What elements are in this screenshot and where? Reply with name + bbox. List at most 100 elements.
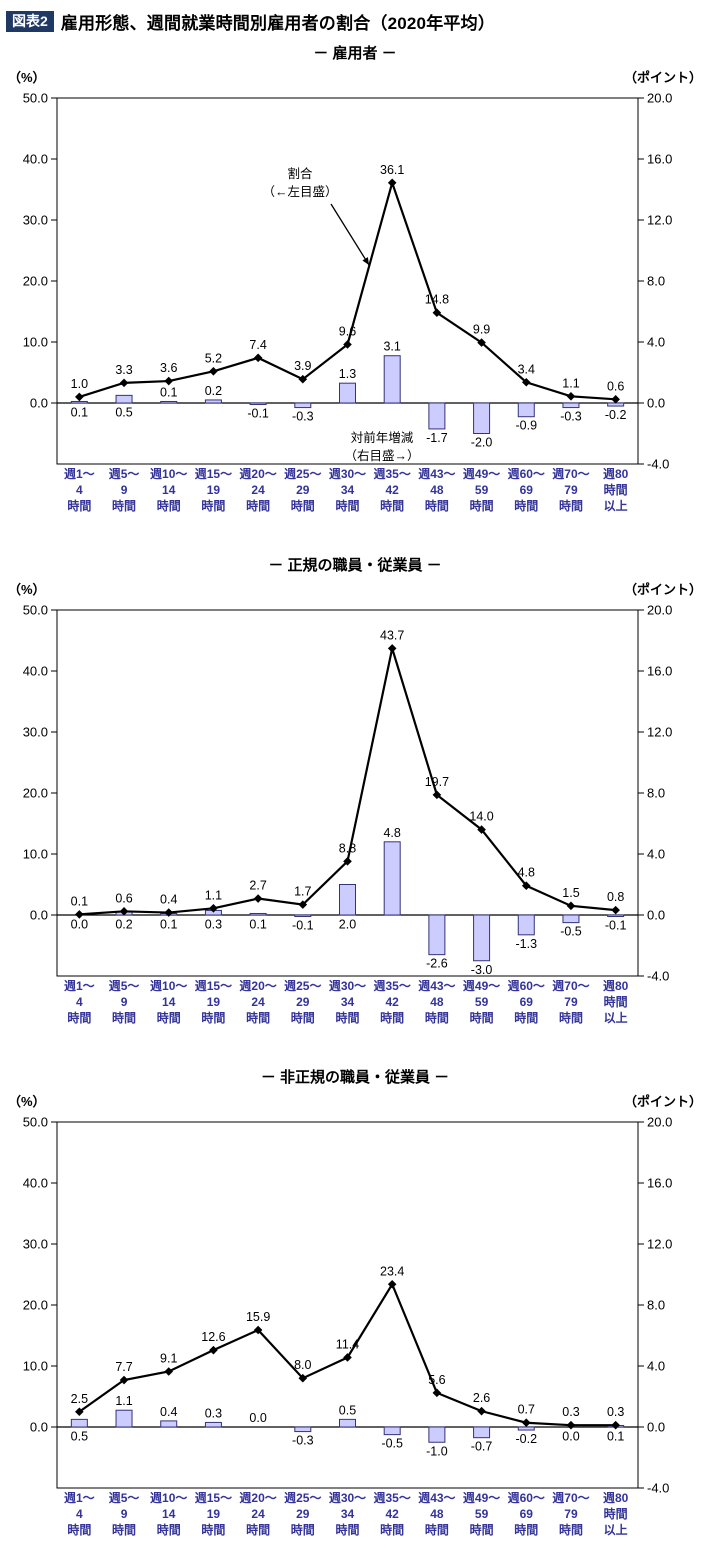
bar <box>517 914 535 936</box>
line-value-label: 2.6 <box>473 1391 490 1405</box>
right-axis-tick-label: 4.0 <box>647 847 665 862</box>
bar <box>383 841 401 916</box>
plot-border <box>56 97 639 465</box>
chart-title-nonregular-staff: － 非正規の職員・従業員 － <box>260 1069 450 1086</box>
line-value-label: 1.1 <box>562 376 579 390</box>
bar <box>70 400 88 404</box>
category-label: 時間 <box>201 1522 225 1537</box>
bar <box>160 400 178 404</box>
line-value-label: 5.2 <box>205 351 222 365</box>
chart-title-regular-staff: － 正規の職員・従業員 － <box>268 557 442 574</box>
category-label: 時間 <box>514 498 538 513</box>
category-label: 時間 <box>335 1010 359 1025</box>
line-value-label: 8.0 <box>294 1358 311 1372</box>
category-label: 時間 <box>514 1010 538 1025</box>
line-point-marker-icon <box>387 1279 397 1289</box>
line-value-label: 9.1 <box>160 1351 177 1365</box>
category-label: 29 <box>296 1507 310 1521</box>
line-value-label: 7.4 <box>249 338 266 352</box>
category-label: 週60～ <box>508 1490 545 1505</box>
line-value-label: 2.5 <box>71 1392 88 1406</box>
line-value-label: 7.7 <box>115 1360 132 1374</box>
line-value-label: 0.6 <box>607 379 624 393</box>
category-label: 時間 <box>335 1522 359 1537</box>
line-value-label: 3.3 <box>115 363 132 377</box>
right-axis-tick-label: 16.0 <box>647 152 672 167</box>
category-label: 時間 <box>112 498 136 513</box>
bar <box>160 1420 178 1428</box>
bar-value-label: 0.5 <box>71 1430 88 1444</box>
category-label: 時間 <box>201 498 225 513</box>
bar-value-label: -1.7 <box>426 431 448 445</box>
bar <box>428 402 446 430</box>
line-value-label: 1.1 <box>205 888 222 902</box>
category-label: 9 <box>121 1507 128 1521</box>
category-label: 週5～ <box>109 978 140 993</box>
bar <box>294 402 312 409</box>
line-value-label: 4.8 <box>518 866 535 880</box>
right-axis-unit-label: （ポイント） <box>624 582 702 597</box>
category-label: 34 <box>341 1507 355 1521</box>
category-label: 以上 <box>604 1522 628 1537</box>
line-point-marker-icon <box>343 340 352 349</box>
category-label: 59 <box>475 483 489 497</box>
bar <box>383 1426 401 1436</box>
bar-value-label: 0.1 <box>160 918 177 932</box>
right-axis-tick-label: 20.0 <box>647 603 672 618</box>
category-label: 14 <box>162 1507 176 1521</box>
right-axis-tick-label: 12.0 <box>647 725 672 740</box>
category-label: 週1～ <box>64 466 95 481</box>
bar-value-label: -0.5 <box>560 925 582 939</box>
bar-value-label: 0.1 <box>71 406 88 420</box>
bar-value-label: 0.5 <box>115 406 132 420</box>
line-point-marker-icon <box>477 825 486 834</box>
category-label: 週1～ <box>64 978 95 993</box>
line-point-marker-icon <box>253 894 263 903</box>
right-axis-tick-label: 8.0 <box>647 786 665 801</box>
right-axis-tick-label: -4.0 <box>647 1481 669 1496</box>
bar-value-label: -3.0 <box>471 963 493 977</box>
bar-value-label: 4.8 <box>383 826 400 840</box>
category-label: 時間 <box>559 498 583 513</box>
category-label: 時間 <box>604 1506 628 1521</box>
figure-title: 雇用形態、週間就業時間別雇用者の割合（2020年平均） <box>60 14 496 33</box>
annotation-text: 対前年増減 <box>351 430 414 445</box>
line-point-marker-icon <box>387 178 397 188</box>
bar <box>204 399 222 404</box>
left-axis-tick-label: 20.0 <box>23 786 48 801</box>
line-point-marker-icon <box>611 1420 620 1430</box>
category-label: 34 <box>341 483 355 497</box>
line-value-label: 23.4 <box>380 1264 404 1278</box>
category-label: 34 <box>341 995 355 1009</box>
line-value-label: 0.3 <box>607 1405 624 1419</box>
category-label: 時間 <box>604 994 628 1009</box>
category-label: 42 <box>386 483 400 497</box>
category-label: 週15～ <box>195 978 232 993</box>
category-label: 48 <box>430 995 444 1009</box>
category-label: 24 <box>251 995 265 1009</box>
annotation-arrow-icon <box>330 203 370 266</box>
right-axis-tick-label: 16.0 <box>647 1176 672 1191</box>
category-label: 時間 <box>380 498 404 513</box>
category-label: 週10～ <box>150 1490 187 1505</box>
bar <box>383 355 401 404</box>
category-label: 週80 <box>603 978 629 993</box>
left-axis-tick-label: 0.0 <box>30 396 48 411</box>
category-label: 週49～ <box>463 978 500 993</box>
line-point-marker-icon <box>164 908 174 917</box>
category-label: 時間 <box>157 1010 181 1025</box>
bar-value-label: -0.2 <box>605 408 627 422</box>
left-axis-tick-label: 30.0 <box>23 1237 48 1252</box>
bar <box>473 1426 491 1439</box>
category-label: 時間 <box>291 498 315 513</box>
category-label: 時間 <box>335 498 359 513</box>
right-axis-unit-label: （ポイント） <box>624 70 702 85</box>
line-value-label: 0.4 <box>160 893 177 907</box>
category-label: 週80 <box>603 466 629 481</box>
line-point-marker-icon <box>387 644 397 653</box>
category-label: 19 <box>207 995 221 1009</box>
category-label: 4 <box>76 1507 83 1521</box>
bar-value-label: -0.7 <box>471 1440 493 1454</box>
category-label: 時間 <box>67 1522 91 1537</box>
line-value-label: 0.6 <box>115 891 132 905</box>
